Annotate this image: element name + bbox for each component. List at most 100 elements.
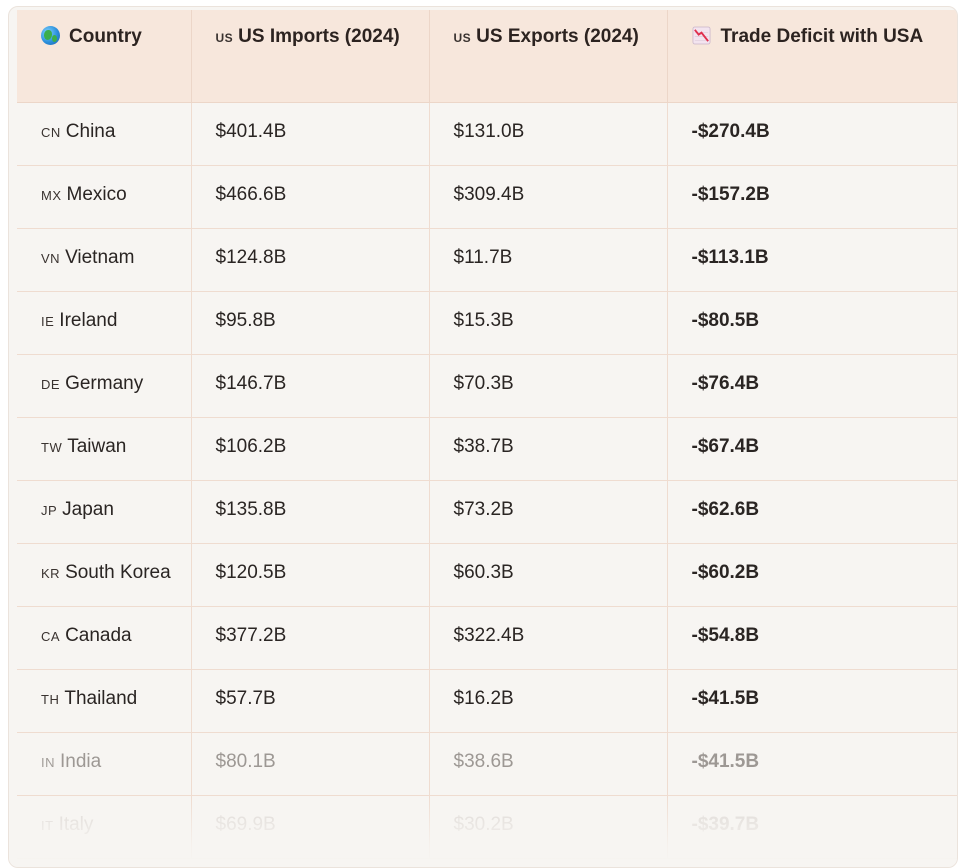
cell-us-imports: $466.6B [191, 165, 430, 229]
table-row: CA Canada $377.2B $322.4B -$54.8B [17, 606, 957, 670]
header-country-label: Country [69, 26, 142, 47]
table-row: TH Thailand $57.7B $16.2B -$41.5B [17, 669, 957, 733]
cell-trade-deficit: -$41.5B [667, 669, 957, 733]
cell-trade-deficit: -$62.6B [667, 480, 957, 544]
header-us-imports[interactable]: US US Imports (2024) [191, 10, 430, 103]
cell-country: CA Canada [17, 606, 192, 670]
cell-trade-deficit: -$270.4B [667, 102, 957, 166]
country-flag-code: DE [41, 377, 61, 392]
country-flag-code: IT [41, 818, 54, 833]
cell-us-exports: $131.0B [429, 102, 668, 166]
trade-table-card: Country US US Imports (2024) US US Exports… [8, 6, 958, 868]
table-row: VN Vietnam $124.8B $11.7B -$113.1B [17, 228, 957, 292]
table-row: IT Italy $69.9B $30.2B -$39.7B [17, 795, 957, 859]
cell-us-exports: $11.7B [429, 228, 668, 292]
cell-us-imports: $146.7B [191, 354, 430, 418]
globe-icon [41, 26, 60, 45]
country-name: Thailand [64, 688, 138, 709]
cell-us-exports: $38.7B [429, 417, 668, 481]
cell-trade-deficit: -$67.4B [667, 417, 957, 481]
country-flag-code: TW [41, 440, 63, 455]
header-us-exports[interactable]: US US Exports (2024) [429, 10, 668, 103]
header-trade-deficit[interactable]: Trade Deficit with USA [667, 10, 957, 103]
table-header-row: Country US US Imports (2024) US US Exports… [17, 10, 957, 103]
cell-us-exports: $70.3B [429, 354, 668, 418]
cell-trade-deficit: -$76.4B [667, 354, 957, 418]
cell-us-imports: $95.8B [191, 291, 430, 355]
cell-trade-deficit: -$39.7B [667, 795, 957, 859]
header-us-exports-label: US Exports (2024) [476, 26, 639, 47]
table-row: DE Germany $146.7B $70.3B -$76.4B [17, 354, 957, 418]
cell-trade-deficit: -$41.5B [667, 732, 957, 796]
cell-us-imports: $124.8B [191, 228, 430, 292]
cell-trade-deficit: -$60.2B [667, 543, 957, 607]
table-row: MX Mexico $466.6B $309.4B -$157.2B [17, 165, 957, 229]
cell-country: DE Germany [17, 354, 192, 418]
country-flag-code: KR [41, 566, 61, 581]
country-flag-code: VN [41, 251, 61, 266]
cell-us-imports: $57.7B [191, 669, 430, 733]
cell-us-exports: $38.6B [429, 732, 668, 796]
country-name: China [65, 121, 116, 142]
cell-country: IN India [17, 732, 192, 796]
country-name: Taiwan [67, 436, 127, 457]
us-flag-code: US [453, 31, 472, 45]
header-country[interactable]: Country [17, 10, 192, 103]
cell-country: MX Mexico [17, 165, 192, 229]
country-flag-code: CN [41, 125, 61, 140]
cell-us-imports: $135.8B [191, 480, 430, 544]
cell-us-exports: $30.2B [429, 795, 668, 859]
table-row: IN India $80.1B $38.6B -$41.5B [17, 732, 957, 796]
cell-trade-deficit: -$54.8B [667, 606, 957, 670]
cell-us-imports: $69.9B [191, 795, 430, 859]
country-name: Italy [58, 814, 94, 835]
country-name: South Korea [65, 562, 171, 583]
country-name: Japan [62, 499, 114, 520]
country-flag-code: CA [41, 629, 61, 644]
country-name: India [60, 751, 102, 772]
country-flag-code: JP [41, 503, 58, 518]
cell-us-exports: $73.2B [429, 480, 668, 544]
cell-us-imports: $80.1B [191, 732, 430, 796]
cell-us-exports: $60.3B [429, 543, 668, 607]
header-trade-deficit-label: Trade Deficit with USA [720, 26, 924, 47]
chart-decreasing-icon [692, 26, 710, 45]
country-name: Ireland [59, 310, 118, 331]
cell-us-imports: $106.2B [191, 417, 430, 481]
cell-country: IE Ireland [17, 291, 192, 355]
cell-country: TW Taiwan [17, 417, 192, 481]
cell-us-imports: $377.2B [191, 606, 430, 670]
trade-deficit-table: Country US US Imports (2024) US US Exports… [17, 10, 957, 859]
table-body: CN China $401.4B $131.0B -$270.4B MX Mexico $46… [17, 102, 957, 859]
country-name: Canada [65, 625, 132, 646]
cell-country: JP Japan [17, 480, 192, 544]
cell-country: VN Vietnam [17, 228, 192, 292]
cell-trade-deficit: -$157.2B [667, 165, 957, 229]
country-flag-code: IN [41, 755, 55, 770]
table-row: TW Taiwan $106.2B $38.7B -$67.4B [17, 417, 957, 481]
header-us-imports-label: US Imports (2024) [238, 26, 400, 47]
cell-country: CN China [17, 102, 192, 166]
country-flag-code: IE [41, 314, 55, 329]
cell-country: IT Italy [17, 795, 192, 859]
cell-trade-deficit: -$80.5B [667, 291, 957, 355]
country-name: Vietnam [65, 247, 135, 268]
cell-country: TH Thailand [17, 669, 192, 733]
cell-trade-deficit: -$113.1B [667, 228, 957, 292]
table-row: CN China $401.4B $131.0B -$270.4B [17, 102, 957, 166]
cell-country: KR South Korea [17, 543, 192, 607]
country-name: Mexico [66, 184, 127, 205]
table-row: JP Japan $135.8B $73.2B -$62.6B [17, 480, 957, 544]
country-flag-code: TH [41, 692, 60, 707]
table-row: KR South Korea $120.5B $60.3B -$60.2B [17, 543, 957, 607]
cell-us-imports: $120.5B [191, 543, 430, 607]
cell-us-exports: $15.3B [429, 291, 668, 355]
table-row: IE Ireland $95.8B $15.3B -$80.5B [17, 291, 957, 355]
cell-us-imports: $401.4B [191, 102, 430, 166]
cell-us-exports: $16.2B [429, 669, 668, 733]
country-name: Germany [65, 373, 144, 394]
cell-us-exports: $322.4B [429, 606, 668, 670]
us-flag-code: US [215, 31, 234, 45]
cell-us-exports: $309.4B [429, 165, 668, 229]
country-flag-code: MX [41, 188, 62, 203]
